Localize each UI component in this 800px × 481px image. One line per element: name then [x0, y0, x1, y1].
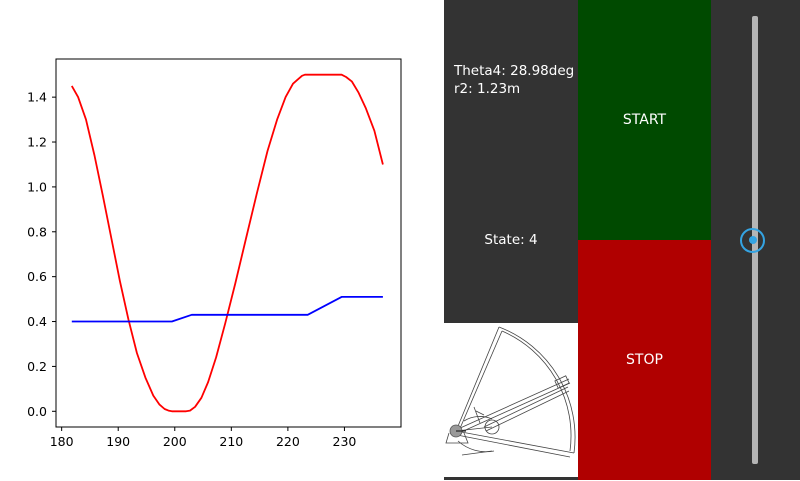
info-panel: Theta4: 28.98deg r2: 1.23m State: 4	[444, 0, 578, 323]
y-tick-label: 0.4	[27, 314, 47, 329]
plot-frame	[55, 58, 402, 428]
start-button[interactable]: START	[578, 0, 711, 240]
slider-panel	[711, 0, 800, 480]
y-tick-label: 1.0	[27, 179, 47, 194]
x-tick-label: 200	[163, 434, 187, 449]
x-tick-label: 190	[106, 434, 130, 449]
chart-area: 180 190 200 210 220 230 0.0 0.2 0.4 0.6 0.8 1.0 1.2…	[27, 58, 402, 449]
y-tick-label: 1.2	[27, 135, 47, 150]
theta4-readout: Theta4: 28.98deg	[454, 63, 575, 79]
y-tick-label: 0.8	[27, 224, 47, 239]
x-tick-label: 210	[219, 434, 243, 449]
series-layer	[71, 73, 384, 413]
line-chart: 180 190 200 210 220 230 0.0 0.2 0.4 0.6 0.8 1.0 1.2…	[27, 58, 402, 449]
y-tick-label: 0.0	[27, 404, 47, 419]
stop-button[interactable]: STOP	[578, 240, 711, 480]
r2-readout: r2: 1.23m	[454, 81, 521, 97]
mechanism-sketch-icon	[445, 326, 576, 458]
y-axis: 0.0 0.2 0.4 0.6 0.8 1.0 1.2 1.4	[27, 90, 56, 419]
panel-bottom-edge	[444, 477, 578, 480]
series-line-red	[71, 73, 384, 413]
y-tick-label: 1.4	[27, 90, 47, 105]
mechanism-diagram	[444, 323, 578, 477]
y-tick-label: 0.2	[27, 359, 47, 374]
state-readout: State: 4	[484, 232, 538, 248]
x-axis: 180 190 200 210 220 230	[50, 427, 357, 449]
series-line-blue	[71, 295, 383, 323]
x-tick-label: 220	[276, 434, 300, 449]
slider-handle[interactable]	[740, 227, 765, 253]
x-tick-label: 180	[50, 434, 74, 449]
y-tick-label: 0.6	[27, 269, 47, 284]
x-tick-label: 230	[333, 434, 357, 449]
